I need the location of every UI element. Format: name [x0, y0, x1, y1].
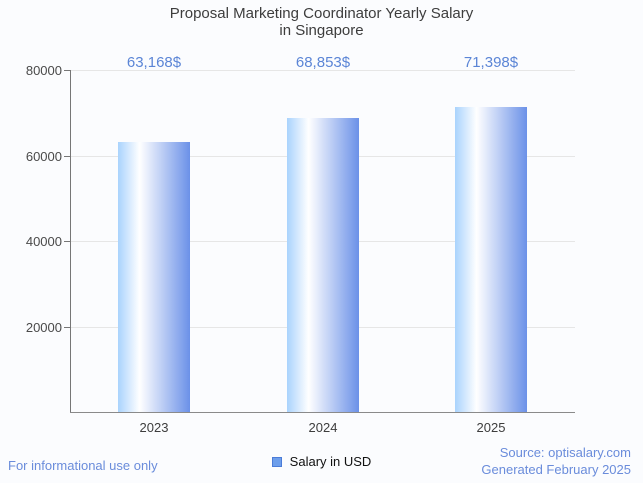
x-axis-label-2024: 2024 [308, 420, 338, 435]
chart-title: Proposal Marketing Coordinator Yearly Sa… [0, 5, 643, 39]
disclaimer-text: For informational use only [8, 458, 158, 473]
y-axis-label-60000: 60000 [25, 149, 62, 164]
y-axis-tick-60000 [64, 156, 70, 157]
value-label-2023: 63,168$ [126, 54, 182, 71]
y-axis-label-80000: 80000 [25, 63, 62, 78]
generated-line: Generated February 2025 [481, 462, 631, 477]
x-axis-label-2023: 2023 [139, 420, 169, 435]
y-axis-line [70, 70, 71, 412]
bar-2025 [455, 107, 527, 412]
chart-title-line1: Proposal Marketing Coordinator Yearly Sa… [169, 5, 474, 22]
y-axis-tick-20000 [64, 327, 70, 328]
chart-legend: Salary in USD [0, 454, 643, 469]
value-label-2025: 71,398$ [463, 54, 519, 71]
bar-2023 [118, 142, 190, 412]
source-line: Source: optisalary.com [499, 445, 631, 460]
x-axis-baseline [70, 412, 575, 413]
source-attribution: Source: optisalary.com Generated Februar… [481, 444, 631, 478]
y-axis-tick-80000 [64, 70, 70, 71]
chart-title-line2: in Singapore [279, 22, 364, 39]
x-axis-label-2025: 2025 [476, 420, 506, 435]
gridline-80000 [70, 70, 575, 71]
y-axis-tick-40000 [64, 241, 70, 242]
value-label-2024: 68,853$ [295, 54, 351, 71]
bar-2024 [287, 118, 359, 412]
y-axis-label-20000: 20000 [25, 320, 62, 335]
legend-label: Salary in USD [289, 454, 372, 469]
y-axis-label-40000: 40000 [25, 234, 62, 249]
legend-swatch-icon [271, 456, 282, 467]
